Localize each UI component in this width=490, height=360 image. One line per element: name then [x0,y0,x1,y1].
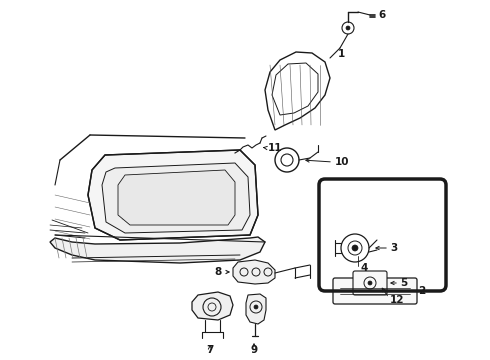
Text: 6: 6 [378,10,385,20]
Circle shape [352,245,358,251]
Polygon shape [246,294,266,324]
Polygon shape [233,260,275,284]
Polygon shape [88,150,258,240]
FancyBboxPatch shape [353,271,387,295]
Text: 8: 8 [215,267,222,277]
Text: 4: 4 [360,263,368,273]
Polygon shape [102,163,250,233]
Text: 1: 1 [338,49,345,59]
Polygon shape [192,292,233,320]
FancyBboxPatch shape [333,278,417,304]
Circle shape [254,305,258,309]
Circle shape [346,26,350,30]
Circle shape [368,281,372,285]
Text: 11: 11 [268,143,283,153]
Text: 3: 3 [390,243,397,253]
Text: 12: 12 [390,295,405,305]
Text: 10: 10 [335,157,349,167]
Text: 7: 7 [206,345,214,355]
Text: 5: 5 [400,278,407,288]
Text: 9: 9 [250,345,258,355]
Polygon shape [50,237,265,263]
Polygon shape [118,170,235,225]
Text: 2: 2 [418,286,425,296]
